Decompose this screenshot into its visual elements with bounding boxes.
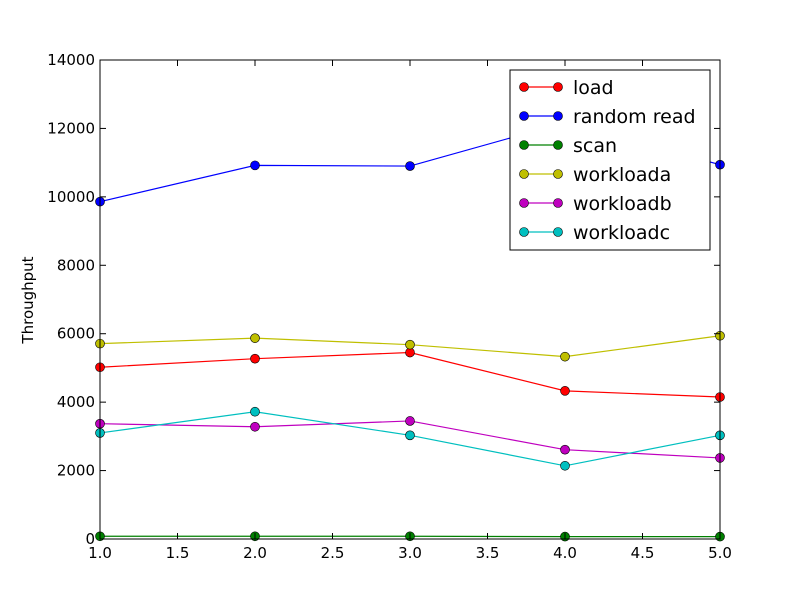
y-axis-title: Throughput — [19, 256, 37, 344]
legend-label: workloadc — [573, 222, 670, 244]
legend-marker — [519, 111, 529, 121]
data-point-workloadc-3 — [560, 460, 570, 471]
legend-marker — [519, 198, 529, 208]
legend-marker — [553, 169, 563, 179]
data-point-workloada-1 — [250, 333, 260, 343]
x-tick-label: 5.0 — [708, 544, 732, 562]
legend: load random read scan workloada workloadb wor… — [509, 69, 711, 251]
x-tick-label: 2.5 — [321, 544, 345, 562]
data-point-random-read-2 — [405, 161, 415, 171]
data-point-workloadb-2 — [405, 416, 415, 426]
data-point-random-read-1 — [250, 160, 260, 171]
legend-marker — [519, 140, 529, 150]
y-tick-label: 0 — [85, 530, 95, 548]
x-tick-label: 4.5 — [631, 544, 655, 562]
legend-marker — [553, 111, 563, 121]
y-tick-label: 12000 — [47, 119, 95, 137]
x-tick-label: 1.5 — [166, 544, 190, 562]
x-tick-label: 3.0 — [398, 544, 422, 562]
legend-label: load — [573, 77, 614, 99]
legend-label: workloada — [573, 164, 671, 186]
legend-marker — [519, 82, 529, 92]
legend-marker — [519, 227, 529, 237]
legend-marker — [553, 82, 563, 92]
y-tick-label: 2000 — [57, 462, 95, 480]
legend-marker — [553, 140, 563, 150]
data-point-workloadc-2 — [405, 430, 415, 441]
legend-marker — [553, 227, 563, 237]
legend-label: workloadb — [573, 193, 672, 215]
x-tick-label: 1.0 — [88, 544, 112, 562]
legend-label: random read — [573, 106, 696, 128]
x-tick-label: 3.5 — [476, 544, 500, 562]
legend-marker — [553, 198, 563, 208]
x-tick-label: 4.0 — [553, 544, 577, 562]
y-tick-label: 8000 — [57, 256, 95, 274]
y-tick-label: 4000 — [57, 393, 95, 411]
y-tick-label: 10000 — [47, 188, 95, 206]
data-point-load-3 — [560, 386, 570, 396]
data-point-workloada-2 — [405, 339, 415, 350]
legend-marker — [519, 169, 529, 179]
legend-box — [509, 69, 711, 251]
data-point-workloada-3 — [560, 351, 570, 362]
x-tick-label: 2.0 — [243, 544, 267, 562]
data-point-workloadb-1 — [250, 421, 260, 432]
data-point-workloadc-1 — [250, 406, 260, 417]
legend-label: scan — [573, 135, 617, 157]
axis-ticks: 1.0 1.5 2.0 2.5 3.0 3.5 4.0 4.5 5.0 0 2000 4000 6000… — [47, 51, 732, 562]
y-tick-label: 6000 — [57, 325, 95, 343]
data-point-workloadb-3 — [560, 444, 570, 455]
y-tick-label: 14000 — [47, 51, 95, 69]
series-line-load — [99, 351, 721, 398]
data-point-load-1 — [250, 353, 260, 364]
